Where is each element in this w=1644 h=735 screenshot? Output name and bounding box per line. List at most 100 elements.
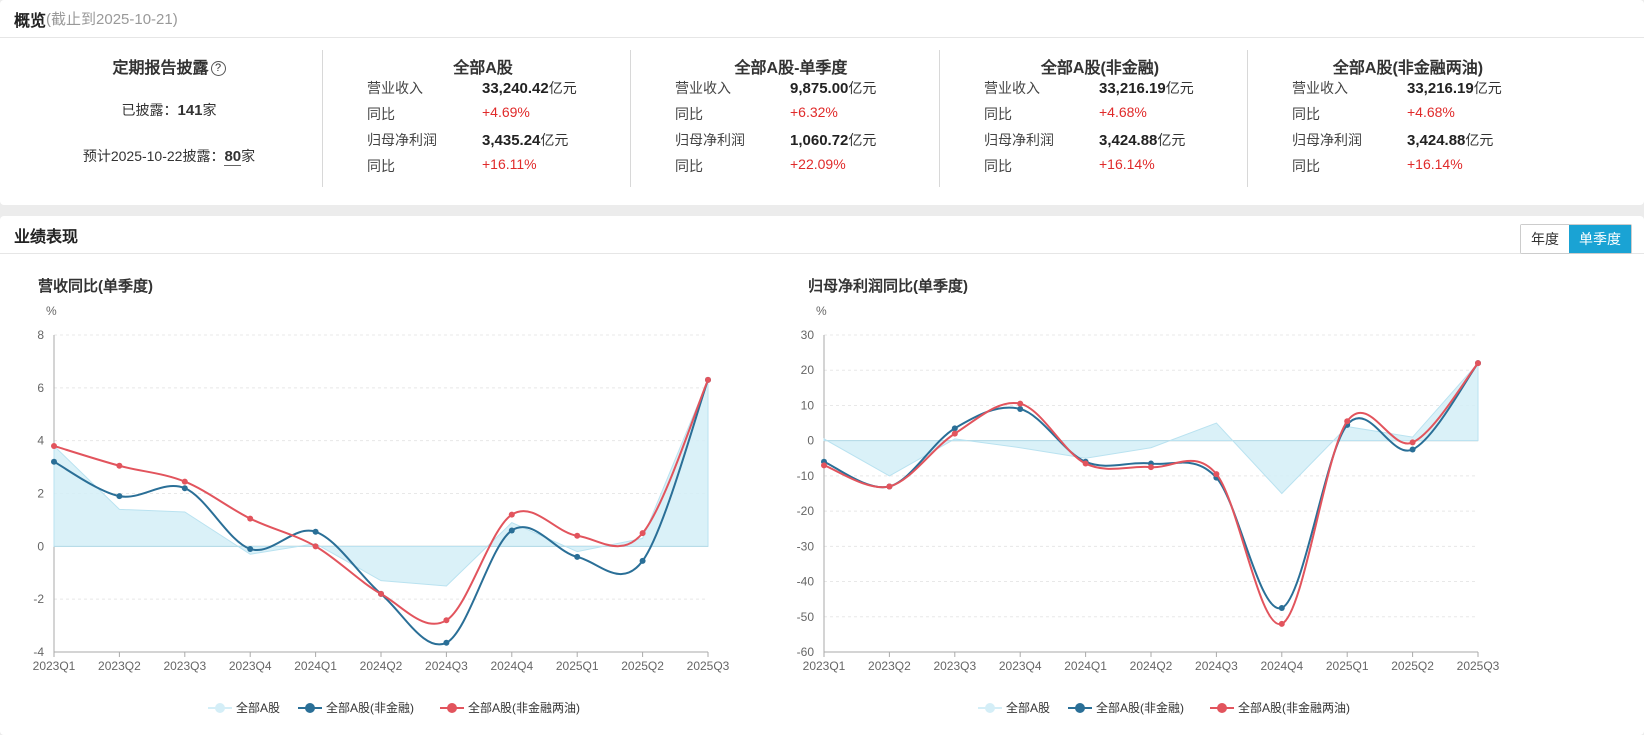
y-tick-label: 4: [37, 434, 44, 448]
series-area: [823, 361, 1479, 495]
y-axis-unit: %: [816, 304, 827, 318]
overview-panel: 概览 (截止到2025-10-21) 定期报告披露? 已披露：141家 预计202…: [0, 0, 1644, 205]
x-tick-label: 2024Q4: [1260, 659, 1303, 673]
yoy-label: 同比: [675, 158, 703, 174]
revenue-yoy: +4.68%: [1099, 104, 1147, 120]
legend-label: 全部A股(非金融两油): [1238, 700, 1350, 715]
revenue-label: 营业收入: [367, 80, 423, 96]
disclosed-label: 已披露：: [121, 102, 178, 118]
data-point: [1148, 464, 1154, 471]
stat-title: 全部A股: [453, 60, 513, 77]
yoy-label: 同比: [984, 158, 1012, 174]
unit-label: 亿元: [548, 80, 577, 96]
unit-label: 亿元: [1473, 80, 1502, 96]
data-point: [312, 543, 319, 550]
disclosure-title: 定期报告披露?: [0, 54, 338, 78]
data-point: [1344, 418, 1351, 425]
net-profit-label: 归母净利润: [367, 132, 437, 148]
y-tick-label: 30: [801, 328, 815, 342]
net-profit-value: 3,424.88亿元: [1407, 130, 1493, 150]
revenue-amount: 33,216.19: [1407, 80, 1474, 97]
legend-marker: [305, 703, 315, 713]
revenue-label: 营业收入: [984, 80, 1040, 96]
series-line: [53, 379, 709, 625]
net-profit-label: 归母净利润: [1292, 132, 1362, 148]
net-profit-amount: 3,424.88: [1099, 132, 1158, 149]
y-tick-label: -10: [797, 469, 815, 483]
x-tick-label: 2025Q2: [1391, 659, 1434, 673]
y-tick-label: 0: [37, 539, 44, 553]
stat-block: 全部A股(非金融) 营业收入 33,216.19亿元 同比 +4.68% 归母净利润 3,4…: [939, 38, 1261, 205]
revenue-amount: 33,240.42: [482, 80, 549, 97]
performance-panel: 业绩表现 年度 单季度 营收同比(单季度)% -4 -2 0 2 4 6 8 2023Q1 202…: [0, 216, 1644, 735]
data-point: [312, 528, 319, 535]
chart-title: 营收同比(单季度): [38, 277, 153, 295]
data-point: [508, 511, 515, 518]
data-point: [1017, 400, 1024, 407]
y-tick-label: 2: [37, 487, 44, 501]
legend-marker: [1075, 703, 1085, 713]
y-tick-label: -40: [797, 575, 815, 589]
legend-label: 全部A股: [1006, 700, 1050, 715]
unit-label: 亿元: [1165, 80, 1194, 96]
y-axis-unit: %: [46, 304, 57, 318]
unit-label: 亿元: [848, 80, 877, 96]
series-line: [823, 362, 1479, 610]
data-point: [1409, 439, 1416, 446]
data-point: [51, 442, 57, 449]
legend-label: 全部A股(非金融): [326, 700, 414, 715]
yoy-label: 同比: [367, 106, 395, 122]
y-tick-label: -50: [797, 610, 815, 624]
revenue-label: 营业收入: [675, 80, 731, 96]
x-tick-label: 2023Q2: [868, 659, 911, 673]
revenue-amount: 9,875.00: [790, 80, 849, 97]
stat-block: 全部A股(非金融两油) 营业收入 33,216.19亿元 同比 +4.68% 归母净利润 3…: [1247, 38, 1569, 205]
unit-label: 亿元: [1465, 132, 1494, 148]
data-point: [378, 590, 384, 597]
data-point: [1475, 360, 1481, 367]
stat-block: 全部A股-单季度 营业收入 9,875.00亿元 同比 +6.32% 归母净利润 1,060…: [630, 38, 952, 205]
x-tick-label: 2025Q3: [1457, 659, 1500, 673]
legend-label: 全部A股: [236, 700, 280, 715]
y-tick-label: 20: [801, 363, 815, 377]
legend-label: 全部A股(非金融两油): [468, 700, 580, 715]
revenue-yoy: +6.32%: [790, 104, 838, 120]
y-tick-label: 6: [37, 381, 44, 395]
x-tick-label: 2023Q3: [933, 659, 976, 673]
data-point: [639, 557, 646, 564]
data-point: [443, 639, 450, 646]
data-point: [443, 617, 450, 624]
overview-date: (截止到2025-10-21): [46, 11, 178, 28]
annual-toggle-button[interactable]: 年度: [1521, 225, 1569, 253]
x-tick-label: 2024Q3: [425, 659, 468, 673]
legend-marker: [215, 703, 225, 713]
net-profit-value: 3,424.88亿元: [1099, 130, 1185, 150]
revenue-yoy: +4.69%: [482, 104, 530, 120]
data-point: [1278, 604, 1285, 611]
revenue-label: 营业收入: [1292, 80, 1348, 96]
yoy-label: 同比: [1292, 158, 1320, 174]
divider: [939, 50, 940, 187]
quarterly-toggle-button[interactable]: 单季度: [1569, 225, 1631, 253]
performance-title: 业绩表现: [14, 228, 79, 246]
data-point: [508, 527, 515, 534]
forecast-count-link[interactable]: 80: [224, 148, 242, 166]
y-tick-label: 0: [807, 434, 814, 448]
data-point: [1017, 405, 1024, 412]
revenue-value: 33,240.42亿元: [482, 78, 577, 98]
y-tick-label: -20: [797, 504, 815, 518]
x-tick-label: 2023Q4: [999, 659, 1042, 673]
legend-marker: [447, 703, 457, 713]
data-point: [705, 376, 711, 383]
data-point: [1213, 471, 1220, 478]
net-profit-value: 1,060.72亿元: [790, 130, 876, 150]
overview-header: 概览 (截止到2025-10-21): [0, 0, 1644, 38]
legend-marker: [1217, 703, 1227, 713]
disclosure-block: 定期报告披露? 已披露：141家 预计2025-10-22披露：80家: [0, 38, 338, 205]
question-circle-icon[interactable]: ?: [210, 61, 226, 76]
data-point: [951, 425, 958, 432]
x-tick-label: 2025Q1: [1326, 659, 1369, 673]
unit-label: 亿元: [1157, 132, 1186, 148]
divider: [322, 50, 323, 187]
disclosed-row: 已披露：141家: [0, 100, 338, 120]
